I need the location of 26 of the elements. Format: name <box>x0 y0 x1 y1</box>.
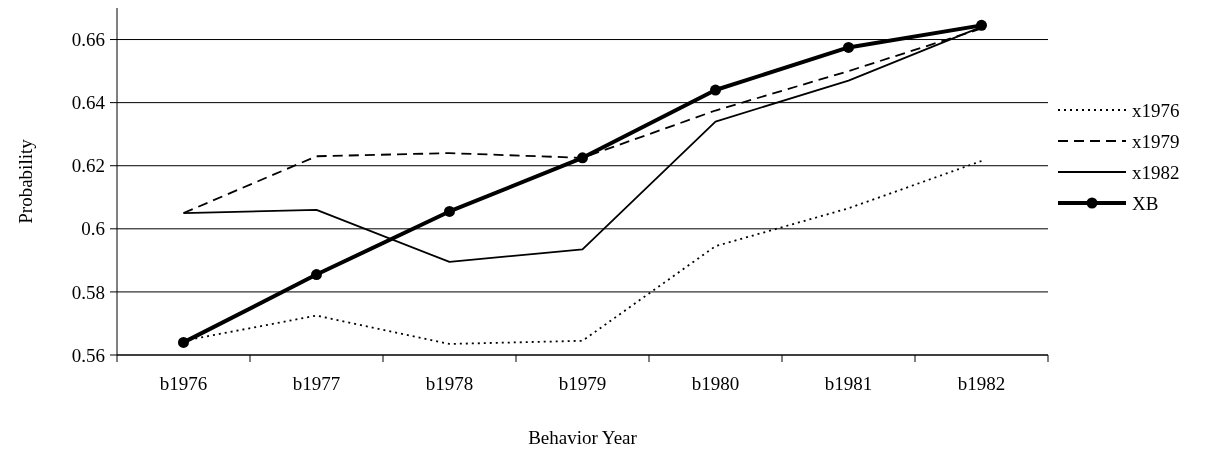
point <box>178 336 189 348</box>
x-axis-title: Behavior Year <box>528 427 638 448</box>
point <box>843 41 854 53</box>
y-tick-label: 0.58 <box>71 281 105 303</box>
y-axis-title: Probability <box>15 138 36 224</box>
point <box>710 84 721 96</box>
x-tick-label: b1979 <box>558 373 607 394</box>
point <box>444 205 455 217</box>
y-tick-label: 0.64 <box>71 92 106 114</box>
y-tick-label: 0.56 <box>71 344 105 366</box>
y-tick-label: 0.6 <box>81 218 105 240</box>
x-tick-label: b1978 <box>425 373 474 394</box>
legend-label: x1979 <box>1132 130 1180 152</box>
point <box>311 269 322 281</box>
legend-label: XB <box>1132 192 1159 214</box>
x-tick-label: b1976 <box>159 373 208 394</box>
y-tick-label: 0.66 <box>71 29 105 51</box>
x-tick-label: b1982 <box>957 373 1006 394</box>
point <box>976 19 987 31</box>
x-tick-label: b1981 <box>824 373 873 394</box>
x-tick-label: b1977 <box>292 373 341 394</box>
x-tick-label: b1980 <box>691 373 740 394</box>
legend-label: x1982 <box>1132 161 1180 183</box>
point <box>577 152 588 164</box>
y-tick-label: 0.62 <box>71 155 105 177</box>
legend-label: x1976 <box>1132 99 1180 121</box>
